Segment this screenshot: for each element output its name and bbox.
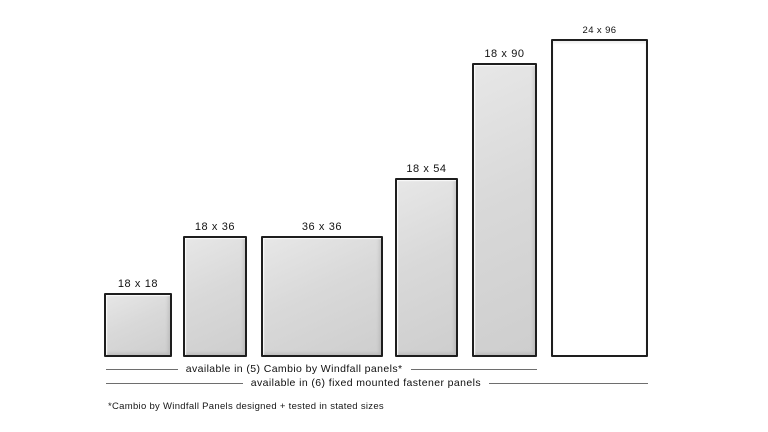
panel-size-label: 24 x 96: [582, 25, 617, 36]
panel-18x54: 18 x 54: [395, 163, 458, 357]
panel-24x96: 24 x 96: [551, 25, 648, 357]
panel-size-label: 36 x 36: [301, 221, 343, 233]
panel-18x18: 18 x 18: [104, 278, 172, 357]
panel-size-label: 18 x 90: [484, 48, 525, 60]
rule-line-left: [106, 368, 178, 370]
fixed-availability-label: available in (6) fixed mounted fastener …: [250, 377, 482, 389]
panel-swatch-18x90: [472, 63, 537, 357]
panel-size-label: 18 x 18: [117, 278, 159, 290]
panel-swatch-18x36: [183, 236, 247, 357]
panel-swatch-18x18: [104, 293, 172, 357]
panel-18x90: 18 x 90: [472, 48, 537, 357]
footnote: *Cambio by Windfall Panels designed + te…: [108, 401, 384, 412]
panel-18x36: 18 x 36: [183, 221, 247, 357]
fixed-availability-row: available in (6) fixed mounted fastener …: [106, 376, 648, 390]
rule-line-right: [489, 382, 648, 384]
rule-line-right: [410, 368, 537, 370]
panel-swatch-24x96: [551, 39, 648, 357]
panel-swatch-18x54: [395, 178, 458, 357]
rule-line-left: [106, 382, 243, 384]
panel-swatch-36x36: [261, 236, 383, 357]
cambio-availability-label: available in (5) Cambio by Windfall pane…: [185, 363, 403, 375]
panel-size-label: 18 x 54: [406, 163, 447, 175]
cambio-availability-row: available in (5) Cambio by Windfall pane…: [106, 362, 537, 376]
panel-36x36: 36 x 36: [261, 221, 383, 357]
panel-size-label: 18 x 36: [194, 221, 236, 233]
